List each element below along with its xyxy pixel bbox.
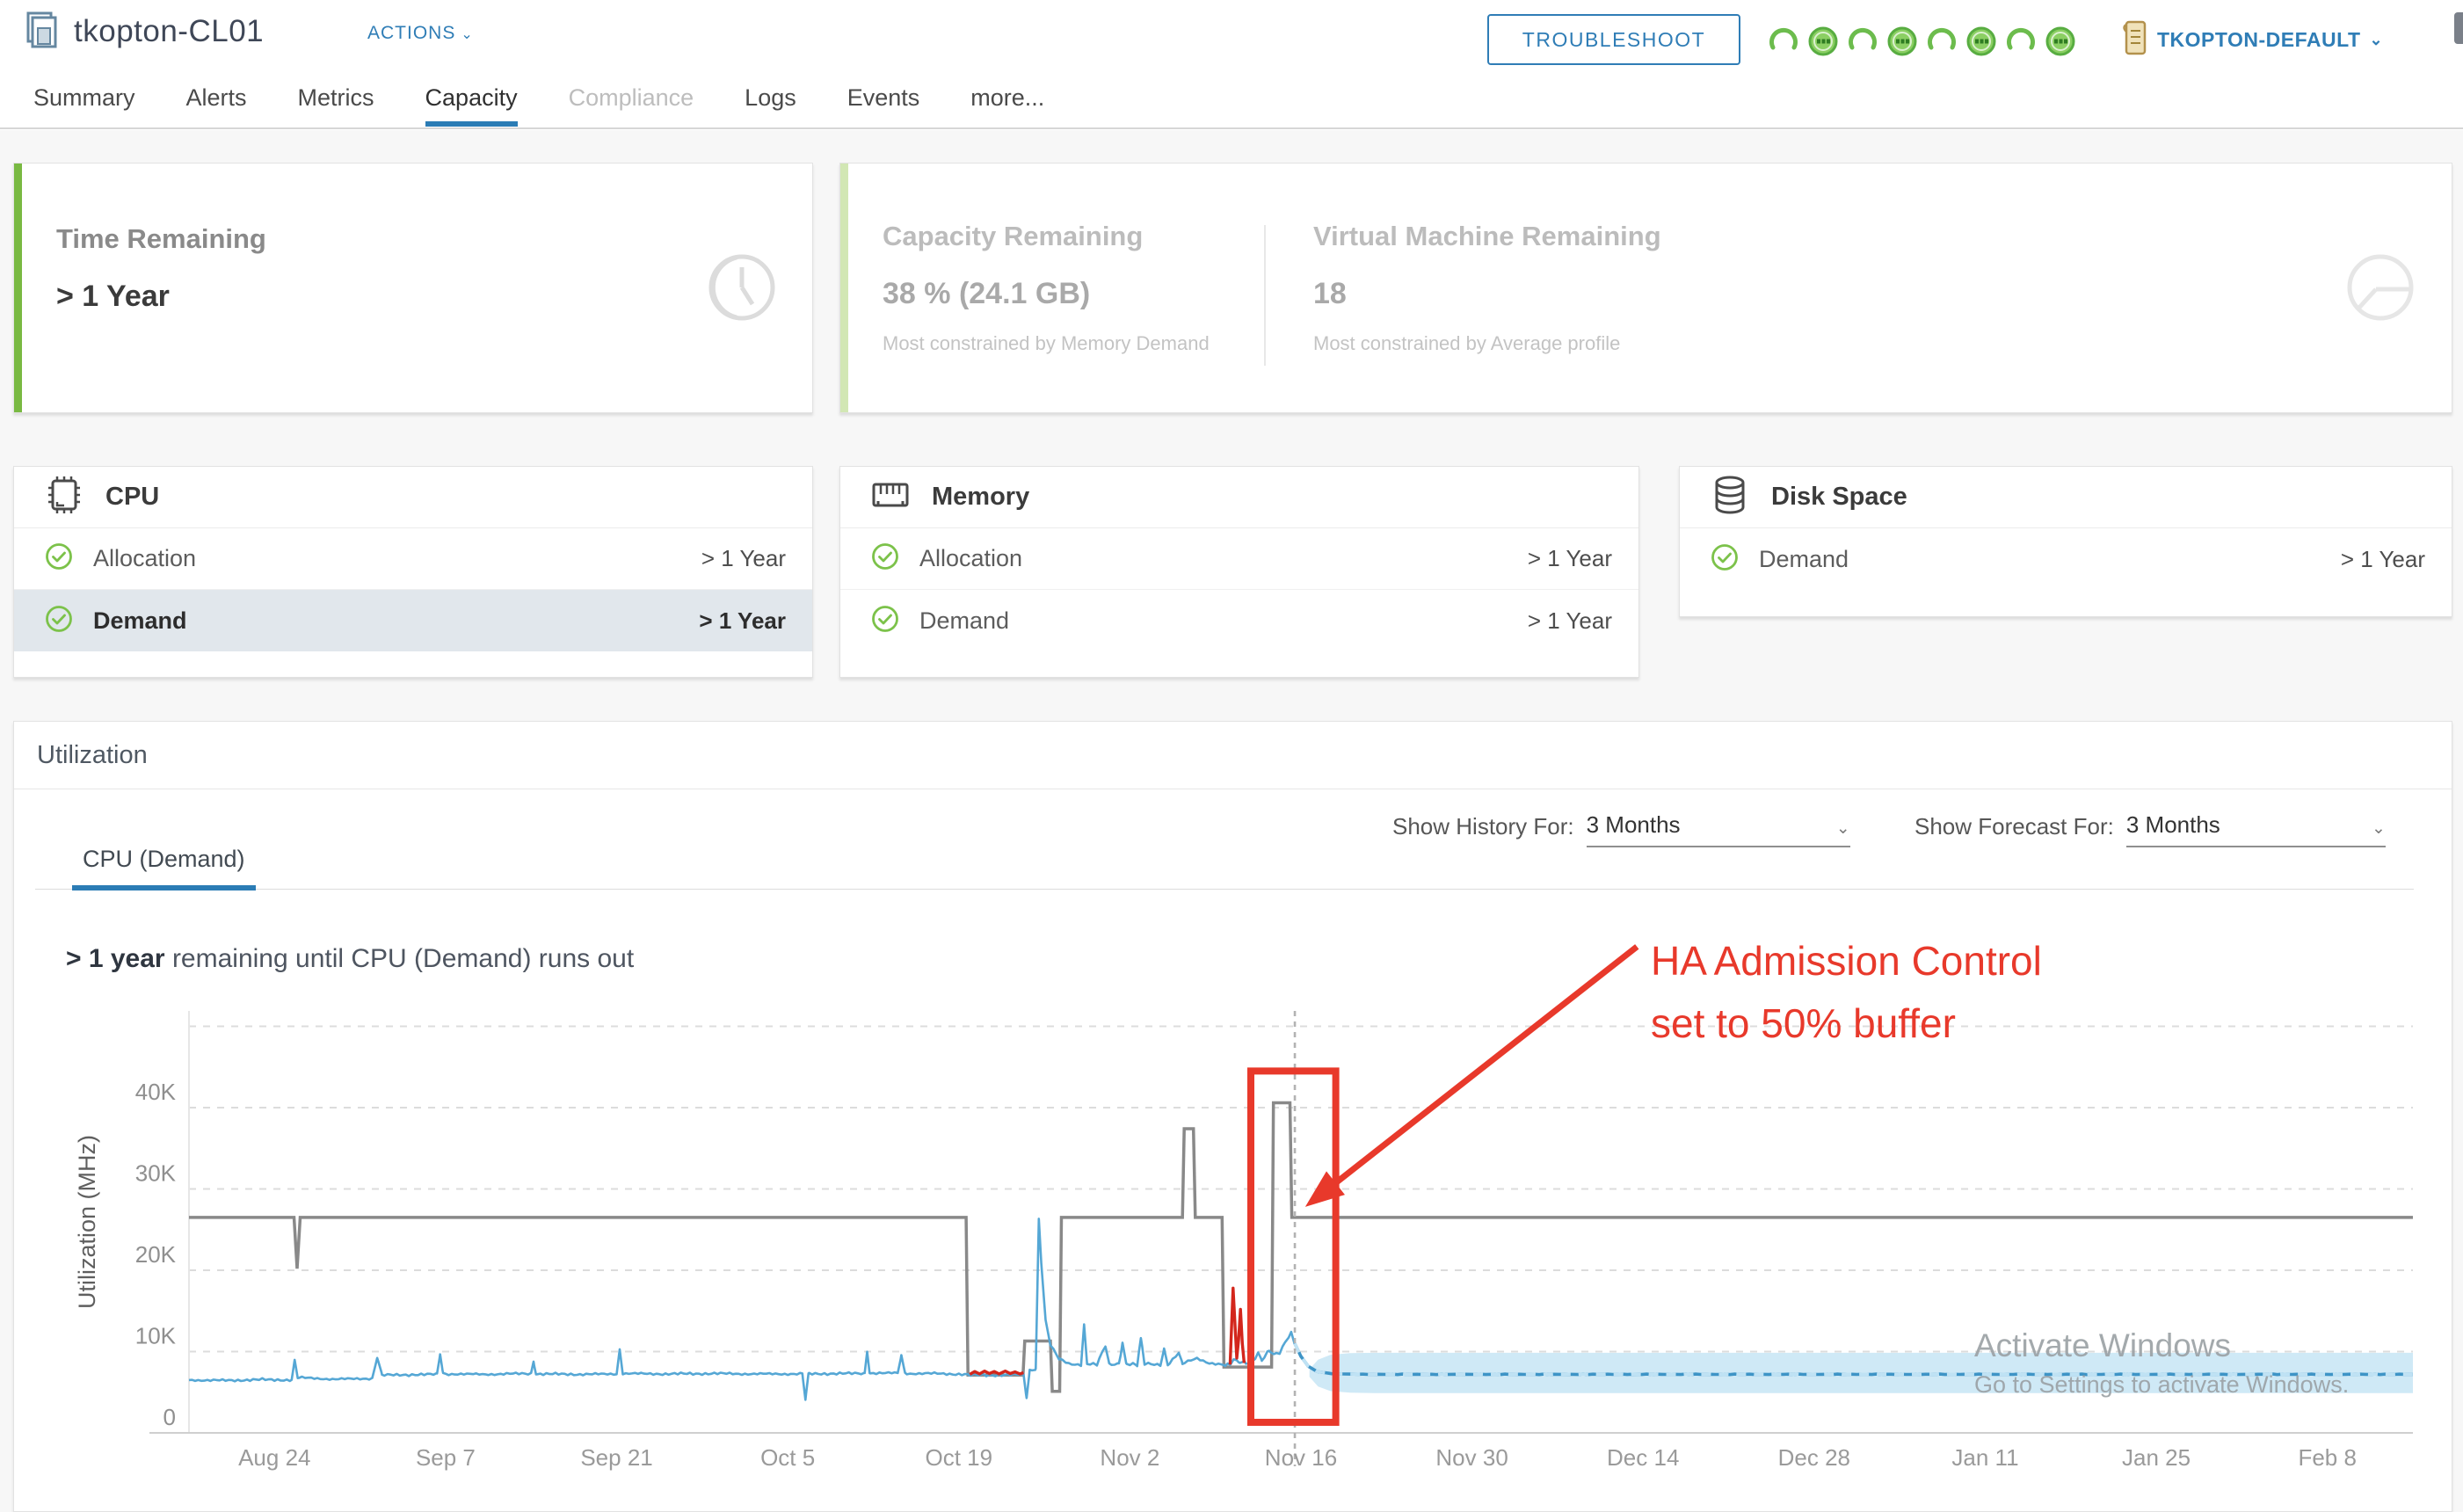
memory-capacity-card: Memory Allocation > 1 Year Demand > 1 Year — [839, 466, 1639, 678]
policy-name: TKOPTON-DEFAULT — [2157, 28, 2361, 51]
memory-rows: Allocation > 1 Year Demand > 1 Year — [840, 528, 1638, 651]
health-badge-icon[interactable] — [1884, 23, 1920, 59]
chevron-down-icon: ⌄ — [1835, 819, 1850, 838]
cpu-rows: Allocation > 1 Year Demand > 1 Year — [14, 528, 812, 651]
chevron-down-icon: ⌄ — [2369, 31, 2383, 48]
vm-remaining-value: 18 — [1313, 277, 1347, 310]
memory-row-allocation[interactable]: Allocation > 1 Year — [840, 528, 1638, 590]
disk-row-demand[interactable]: Demand > 1 Year — [1680, 528, 2452, 590]
pie-chart-icon — [2343, 250, 2418, 330]
tab-summary[interactable]: Summary — [33, 84, 135, 111]
cpu-capacity-card: CPU Allocation > 1 Year Demand > 1 Year — [13, 466, 813, 678]
capacity-remaining-title: Capacity Remaining — [883, 221, 1144, 251]
gauge-arc-icon[interactable] — [1923, 23, 1959, 59]
tab-more[interactable]: more... — [970, 84, 1045, 111]
cluster-icon — [25, 11, 62, 54]
utilization-panel-title: Utilization — [37, 741, 148, 769]
capacity-remaining-card: Capacity Remaining 38 % (24.1 GB) Most c… — [839, 163, 2452, 413]
chevron-down-icon: ⌄ — [2371, 819, 2386, 838]
show-forecast-label: Show Forecast For: — [1914, 813, 2114, 840]
activate-windows-watermark: Activate Windows — [1974, 1327, 2231, 1363]
vm-remaining-subtext: Most constrained by Average profile — [1313, 332, 1621, 354]
health-badge-icon[interactable] — [2042, 23, 2078, 59]
memory-card-title: Memory — [932, 483, 1030, 511]
cpu-card-title: CPU — [105, 483, 160, 511]
green-accent-bar — [840, 164, 848, 412]
metric-tab-line — [35, 889, 2414, 890]
memory-row-demand[interactable]: Demand > 1 Year — [840, 590, 1638, 651]
health-badge-row — [1765, 23, 2078, 59]
tab-alerts[interactable]: Alerts — [185, 84, 247, 111]
annotation-line2: set to 50% buffer — [1651, 1000, 1956, 1046]
edge-notification-icon[interactable] — [2454, 12, 2463, 44]
tab-divider-line — [0, 127, 2463, 129]
green-accent-bar — [14, 164, 22, 412]
time-remaining-card: Time Remaining > 1 Year — [13, 163, 813, 413]
capacity-remaining-value: 38 % (24.1 GB) — [883, 277, 1091, 310]
check-circle-icon — [870, 542, 900, 576]
tab-cpu-demand[interactable]: CPU (Demand) — [72, 846, 256, 890]
chart-title: > 1 year remaining until CPU (Demand) ru… — [66, 944, 635, 973]
activate-windows-subtext: Go to Settings to activate Windows. — [1974, 1371, 2350, 1398]
clock-icon — [703, 250, 779, 330]
check-circle-icon — [44, 542, 74, 576]
check-circle-icon — [870, 604, 900, 638]
tab-events[interactable]: Events — [846, 84, 920, 111]
health-badge-icon[interactable] — [1805, 23, 1841, 59]
show-history-label: Show History For: — [1392, 813, 1574, 840]
disk-cylinder-icon — [1710, 475, 1750, 520]
annotation-line1: HA Admission Control — [1651, 938, 2042, 984]
tab-capacity[interactable]: Capacity — [425, 84, 518, 127]
cpu-chip-icon — [44, 475, 84, 520]
capacity-remaining-subtext: Most constrained by Memory Demand — [883, 332, 1210, 354]
check-circle-icon — [44, 604, 74, 638]
policy-selector[interactable]: TKOPTON-DEFAULT ⌄ — [2120, 19, 2383, 61]
gauge-arc-icon[interactable] — [2002, 23, 2038, 59]
show-forecast-control: Show Forecast For: 3 Months ⌄ — [1914, 811, 2386, 847]
cpu-row-demand[interactable]: Demand > 1 Year — [14, 590, 812, 651]
disk-rows: Demand > 1 Year — [1680, 528, 2452, 590]
cpu-row-allocation[interactable]: Allocation > 1 Year — [14, 528, 812, 590]
check-circle-icon — [1710, 542, 1740, 577]
tab-metrics[interactable]: Metrics — [297, 84, 374, 111]
actions-menu-button[interactable]: ACTIONS ⌄ — [367, 23, 474, 43]
troubleshoot-button[interactable]: TROUBLESHOOT — [1487, 14, 1740, 65]
show-history-select[interactable]: 3 Months ⌄ — [1586, 811, 1850, 847]
tab-compliance[interactable]: Compliance — [568, 84, 694, 111]
object-title-row: tkopton-CL01 — [25, 9, 264, 55]
time-remaining-title: Time Remaining — [56, 223, 266, 254]
memory-icon — [870, 475, 911, 520]
page-title: tkopton-CL01 — [74, 14, 265, 48]
disk-card-title: Disk Space — [1771, 483, 1907, 511]
show-history-control: Show History For: 3 Months ⌄ — [1392, 811, 1850, 847]
vertical-divider — [1264, 225, 1266, 366]
ha-admission-annotation: HA Admission Control set to 50% buffer — [1651, 930, 2042, 1055]
time-remaining-value: > 1 Year — [56, 280, 170, 313]
disk-space-capacity-card: Disk Space Demand > 1 Year — [1679, 466, 2452, 617]
chevron-down-icon: ⌄ — [461, 27, 474, 42]
show-forecast-select[interactable]: 3 Months ⌄ — [2125, 811, 2386, 847]
gauge-arc-icon[interactable] — [1844, 23, 1880, 59]
header-bar: tkopton-CL01 ACTIONS ⌄ TROUBLESHOOT TKOPT… — [0, 0, 2463, 130]
tab-logs[interactable]: Logs — [745, 84, 796, 111]
policy-scroll-icon — [2120, 19, 2148, 61]
tab-bar: Summary Alerts Metrics Capacity Compliance Lo… — [33, 84, 1044, 127]
gauge-arc-icon[interactable] — [1765, 23, 1801, 59]
vm-remaining-title: Virtual Machine Remaining — [1313, 221, 1661, 251]
health-badge-icon[interactable] — [1963, 23, 1999, 59]
